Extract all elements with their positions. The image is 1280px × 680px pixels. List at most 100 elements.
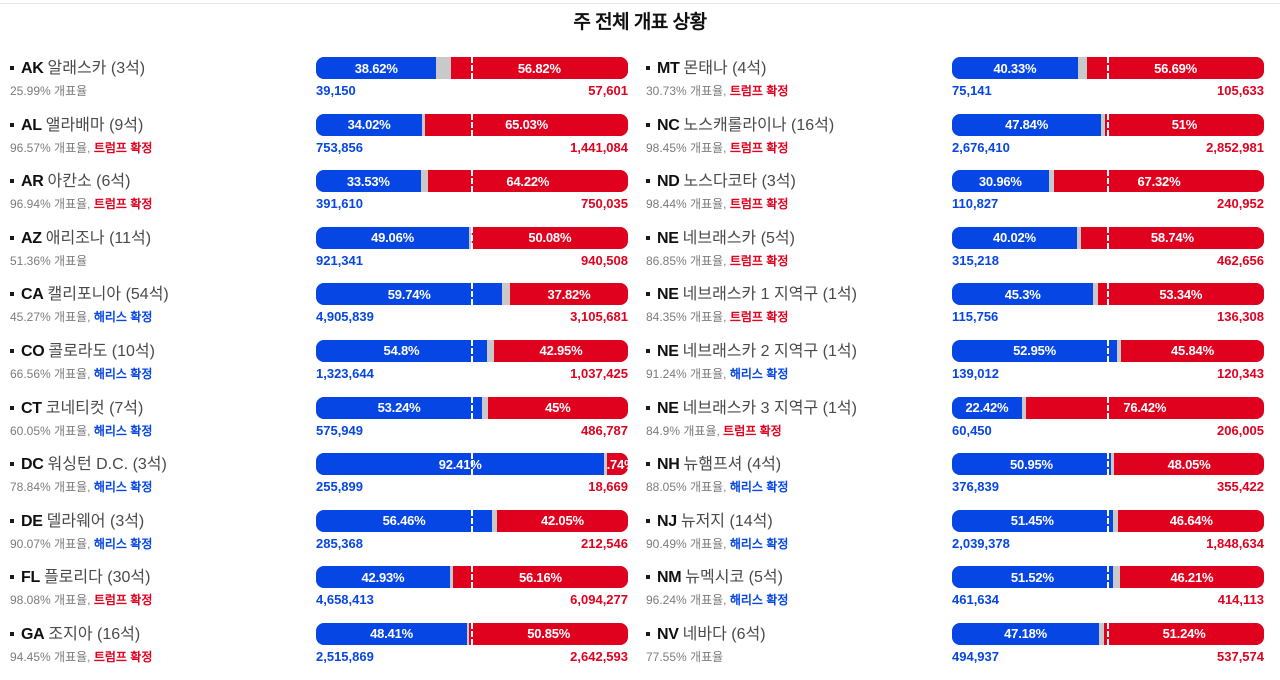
fifty-percent-marker [471,453,473,476]
dem-bar-segment: 42.93% [316,566,450,589]
rep-vote-count: 1,848,634 [1206,535,1264,551]
dem-vote-count: 575,949 [316,422,363,438]
state-name: 네브래스카 1 지역구 [682,286,819,304]
state-subline: 96.57% 개표율, 트럼프 확정 [10,141,316,155]
dem-bar-segment: 34.02% [316,113,423,136]
dem-bar-segment: 33.53% [316,170,421,193]
counted-rate: 86.85% 개표율, [646,253,730,268]
state-name: 노스다코타 [683,173,758,191]
vote-counts: 753,856 1,441,084 [316,140,628,155]
undecided-bar-segment [420,170,428,193]
result-bar: 47.84% 51% [952,113,1264,136]
rep-bar-segment: 64.22% [427,170,628,193]
dem-pct-label: 52.95% [1013,343,1057,359]
state-code: AK [21,60,44,77]
bullet-icon [646,292,650,297]
bullet-icon [10,122,14,127]
vote-counts: 575,949 486,787 [316,423,628,438]
rep-bar-segment: 58.74% [1080,226,1264,249]
state-code: NV [657,625,679,643]
state-name: 뉴멕시코 [685,569,745,587]
state-seats: (9석) [109,116,144,134]
state-seats: (16석) [97,625,141,643]
state-line: GA 조지아 (16석) [10,624,316,645]
state-subline: 30.73% 개표율, 트럼프 확정 [646,84,952,98]
vote-counts: 115,756 136,308 [952,309,1264,324]
state-row: NE 네브래스카 2 지역구 (1석) 91.24% 개표율, 해리스 확정 52… [646,339,1265,397]
rep-bar-segment: 67.32% [1053,170,1264,193]
counted-rate: 30.73% 개표율, [646,84,730,98]
state-subline: 94.45% 개표율, 트럼프 확정 [10,650,316,664]
state-line: MT 몬태나 (4석) [646,58,952,79]
state-seats: (6석) [731,625,766,643]
vote-counts: 139,012 120,343 [952,366,1264,381]
state-label-cell: NC 노스캐롤라이나 (16석) 98.45% 개표율, 트럼프 확정 [646,114,952,155]
fifty-percent-marker [471,396,473,419]
counted-rate: 91.24% 개표율, [646,366,730,381]
dem-vote-count: 4,905,839 [316,309,374,325]
dem-pct-label: 40.02% [992,230,1036,246]
winner-badge: 해리스 확정 [729,480,789,495]
state-row: NV 네바다 (6석) 77.55% 개표율 47.18% 51.24% 494,… [646,622,1265,680]
dem-vote-count: 461,634 [952,592,999,608]
state-line: NM 뉴멕시코 (5석) [646,567,952,588]
state-row: NE 네브래스카 1 지역구 (1석) 84.35% 개표율, 트럼프 확정 45… [646,283,1265,340]
result-bar: 40.02% 58.74% [952,226,1264,249]
dem-pct-label: 53.24% [377,400,421,416]
undecided-bar-segment [469,226,472,249]
state-subline: 66.56% 개표율, 해리스 확정 [10,367,316,381]
winner-badge: 트럼프 확정 [723,423,782,438]
state-seats: (3석) [761,173,796,191]
state-row: FL 플로리다 (30석) 98.08% 개표율, 트럼프 확정 42.93% 5… [10,566,628,623]
result-bar: 59.74% 37.82% [316,283,628,306]
fifty-percent-marker [1107,57,1109,79]
state-label-cell: AR 아칸소 (6석) 96.94% 개표율, 트럼프 확정 [10,170,316,211]
rep-bar-segment: 51.24% [1104,622,1264,645]
state-name: 네브래스카 3 지역구 [682,399,819,417]
rep-vote-count: 1,037,425 [570,365,628,381]
bullet-icon [646,405,650,410]
fifty-percent-marker [471,339,473,362]
result-bar: 49.06% 50.08% [316,226,628,249]
counted-rate: 45.27% 개표율, [10,310,94,325]
undecided-bar-segment [482,396,488,419]
dem-pct-label: 42.93% [361,569,405,585]
state-row: NE 네브래스카 3 지역구 (1석) 84.9% 개표율, 트럼프 확정 22.… [646,396,1265,454]
dem-pct-label: 47.18% [1004,626,1048,642]
dem-bar-segment: 59.74% [316,283,503,306]
state-code: NE [657,399,679,417]
bullet-icon [10,575,14,580]
state-row: NJ 뉴저지 (14석) 90.49% 개표율, 해리스 확정 51.45% 46… [646,509,1265,567]
rep-bar-segment: 50.85% [469,622,628,645]
state-subline: 84.35% 개표율, 트럼프 확정 [646,310,952,324]
state-seats: (7석) [109,399,144,417]
result-bar-cell: 47.18% 51.24% 494,937 537,574 [952,622,1264,664]
state-name: 콜로라도 [48,342,108,360]
vote-counts: 2,676,410 2,852,981 [952,140,1264,155]
counted-rate: 84.9% 개표율, [646,423,724,438]
rep-pct-label: 50.08% [528,230,572,246]
states-column-right: MT 몬태나 (4석) 30.73% 개표율, 트럼프 확정 40.33% 56.… [646,57,1265,680]
dem-bar-segment: 56.46% [316,509,493,532]
fifty-percent-marker [1107,113,1109,136]
bullet-icon [646,235,650,240]
rep-vote-count: 206,005 [1217,422,1264,438]
bullet-icon [646,179,650,184]
result-bar-cell: 92.41% 6.74% 255,899 18,669 [316,453,628,494]
dem-pct-label: 38.62% [354,60,398,76]
result-bar: 45.3% 53.34% [952,283,1264,306]
rep-pct-label: 64.22% [506,173,550,189]
winner-badge: 해리스 확정 [729,593,789,608]
state-name: 조지아 [48,625,93,643]
counted-rate: 51.36% 개표율 [10,253,88,268]
state-subline: 77.55% 개표율 [646,650,952,664]
rep-pct-label: 45% [545,400,571,416]
state-subline: 78.84% 개표율, 해리스 확정 [10,480,316,494]
state-label-cell: NE 네브래스카 1 지역구 (1석) 84.35% 개표율, 트럼프 확정 [646,283,952,324]
state-label-cell: AK 알래스카 (3석) 25.99% 개표율 [10,57,316,98]
state-label-cell: ND 노스다코타 (3석) 98.44% 개표율, 트럼프 확정 [646,170,952,211]
rep-vote-count: 57,601 [588,83,628,98]
state-name: 알래스카 [47,60,107,77]
state-subline: 45.27% 개표율, 해리스 확정 [10,310,316,324]
undecided-bar-segment [1021,396,1026,419]
